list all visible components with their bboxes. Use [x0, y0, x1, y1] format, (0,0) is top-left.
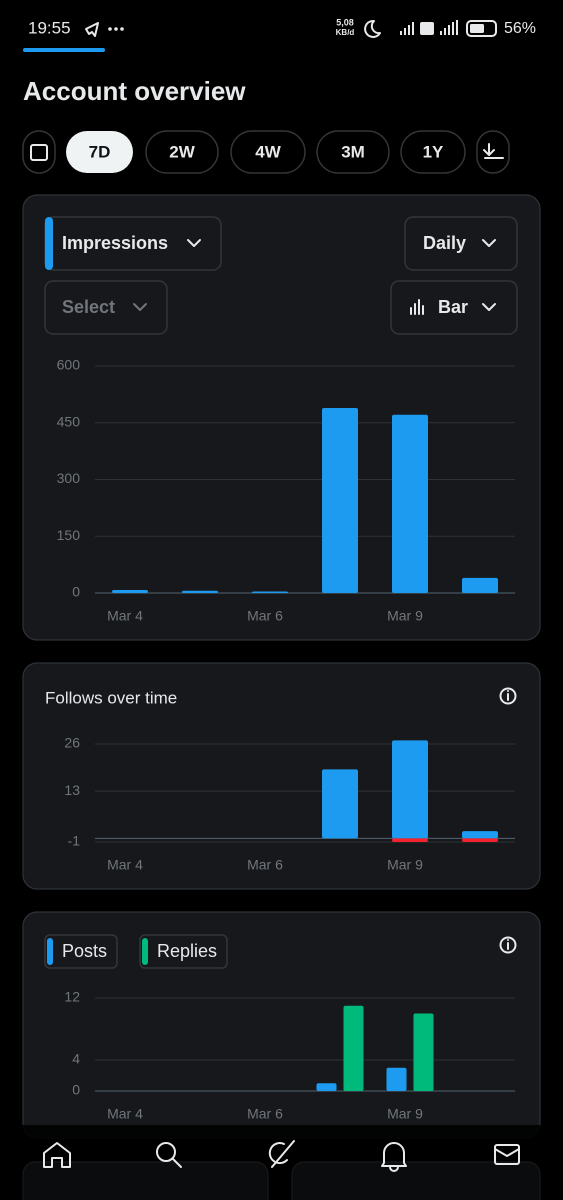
- interval-dropdown[interactable]: [404, 216, 518, 271]
- range-tab-label: 1Y: [423, 142, 444, 161]
- bar: [322, 407, 358, 593]
- bar: [182, 590, 218, 593]
- more-dots: [108, 27, 124, 31]
- bar: [252, 591, 288, 593]
- download-button[interactable]: [476, 130, 510, 174]
- chevron: [482, 303, 496, 311]
- bar: [462, 577, 498, 593]
- mail-icon[interactable]: [494, 1144, 520, 1165]
- bar: [392, 740, 428, 839]
- legend-item[interactable]: [44, 934, 118, 969]
- y-tick-label: 0: [72, 1082, 80, 1098]
- x-tick-label: Mar 9: [387, 1106, 423, 1122]
- legend-label: Posts: [62, 941, 107, 961]
- legend-label: Replies: [157, 941, 217, 961]
- battery-icon: [466, 20, 497, 37]
- calendar-button[interactable]: [22, 130, 56, 174]
- bar: [322, 769, 358, 839]
- dnd-icon: [364, 19, 381, 38]
- peek-card: [22, 1161, 269, 1200]
- net-unit: KB/d: [336, 28, 355, 37]
- status-underline: [23, 48, 105, 52]
- legend-swatch: [142, 938, 148, 965]
- x-tick-label: Mar 6: [247, 857, 283, 873]
- card-title: Follows over time: [45, 688, 177, 707]
- peek-card: [291, 1161, 541, 1200]
- range-tab-label: 7D: [89, 142, 111, 161]
- bar: [112, 589, 148, 593]
- telegram-icon: [85, 22, 99, 37]
- page-title: Account overview: [23, 76, 246, 106]
- range-tab[interactable]: [66, 131, 133, 173]
- x-tick-label: Mar 4: [107, 608, 143, 624]
- x-tick-label: Mar 9: [387, 857, 423, 873]
- x-tick-label: Mar 6: [247, 1106, 283, 1122]
- x-tick-label: Mar 4: [107, 857, 143, 873]
- compare-label: Select: [62, 297, 115, 317]
- calendar-icon: [30, 144, 48, 161]
- home-icon[interactable]: [43, 1142, 71, 1168]
- y-tick-label: -1: [68, 833, 81, 849]
- clock: 19:55: [28, 18, 71, 37]
- x-tick-label: Mar 6: [247, 608, 283, 624]
- range-tab-label: 2W: [169, 142, 195, 161]
- bar: [462, 831, 498, 839]
- chevron: [133, 303, 147, 311]
- range-tab[interactable]: [145, 130, 219, 174]
- bar: [462, 838, 498, 842]
- grok-icon[interactable]: [268, 1140, 295, 1168]
- metric-label: Impressions: [62, 233, 168, 253]
- bar-icon: [410, 299, 424, 315]
- info-icon[interactable]: [499, 687, 517, 705]
- y-tick-label: 300: [57, 470, 81, 486]
- metric-color: [45, 217, 53, 270]
- range-tab[interactable]: [230, 130, 306, 174]
- impressions-card: [22, 194, 541, 641]
- range-tab-label: 4W: [255, 142, 281, 161]
- bar: [392, 414, 428, 593]
- net-speed: 5,08: [336, 17, 354, 27]
- chevron: [187, 239, 201, 247]
- interval-label: Daily: [423, 233, 466, 253]
- y-tick-label: 600: [57, 357, 81, 373]
- range-tab-label: 3M: [341, 142, 365, 161]
- battery-level: [470, 24, 484, 33]
- y-tick-label: 26: [64, 735, 80, 751]
- search-icon[interactable]: [156, 1142, 182, 1168]
- y-tick-label: 13: [64, 782, 80, 798]
- legend-swatch: [47, 938, 53, 965]
- style-dropdown[interactable]: [390, 280, 518, 335]
- bar: [392, 838, 428, 842]
- y-tick-label: 12: [64, 989, 80, 1005]
- bar: [343, 1005, 364, 1091]
- style-label: Bar: [438, 297, 468, 317]
- y-tick-label: 150: [57, 527, 81, 543]
- download-icon: [483, 143, 504, 159]
- compare-dropdown[interactable]: [44, 280, 168, 335]
- y-tick-label: 0: [72, 584, 80, 600]
- x-tick-label: Mar 9: [387, 608, 423, 624]
- bar: [413, 1013, 434, 1091]
- bar: [316, 1083, 337, 1091]
- battery-text: 56%: [504, 20, 536, 37]
- legend-item[interactable]: [139, 934, 228, 969]
- signal-icons: [400, 20, 458, 35]
- chevron: [482, 239, 496, 247]
- bell-icon[interactable]: [381, 1142, 407, 1172]
- info-icon[interactable]: [499, 936, 517, 954]
- y-tick-label: 450: [57, 413, 81, 429]
- bar: [386, 1067, 407, 1091]
- range-tab[interactable]: [400, 130, 466, 174]
- x-tick-label: Mar 4: [107, 1106, 143, 1122]
- y-tick-label: 4: [72, 1051, 80, 1067]
- range-tab[interactable]: [316, 130, 390, 174]
